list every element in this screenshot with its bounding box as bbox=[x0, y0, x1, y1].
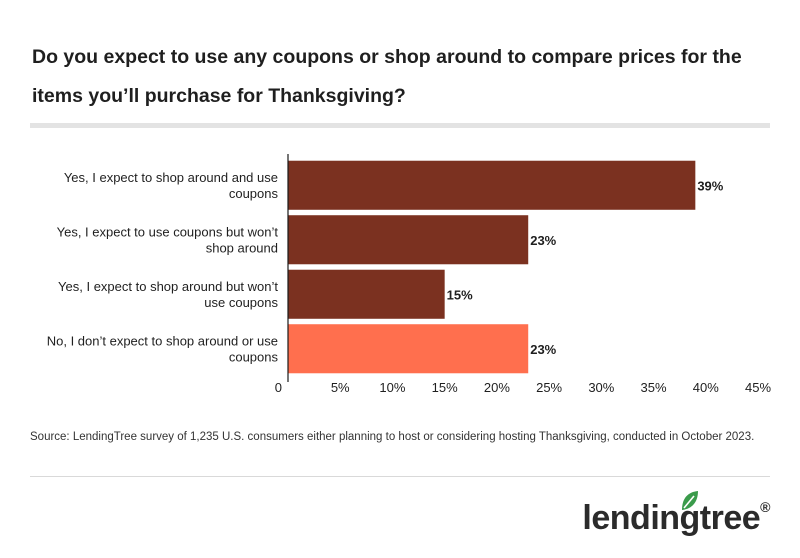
x-tick-30: 30% bbox=[588, 380, 614, 395]
value-label-2: 23% bbox=[530, 233, 556, 248]
bar-3 bbox=[288, 269, 445, 319]
lendingtree-logo: lendingtree® bbox=[570, 488, 770, 548]
x-tick-15: 15% bbox=[432, 380, 458, 395]
x-tick-10: 10% bbox=[379, 380, 405, 395]
leaf-icon bbox=[682, 491, 698, 510]
registered-mark: ® bbox=[760, 499, 770, 515]
x-tick-40: 40% bbox=[693, 380, 719, 395]
x-tick-20: 20% bbox=[484, 380, 510, 395]
source-note: Source: LendingTree survey of 1,235 U.S.… bbox=[30, 431, 755, 443]
category-label-1-line-2: coupons bbox=[229, 186, 279, 201]
bar-1 bbox=[288, 160, 696, 210]
x-tick-45: 45% bbox=[745, 380, 771, 395]
x-tick-35: 35% bbox=[641, 380, 667, 395]
value-label-3: 15% bbox=[447, 287, 473, 302]
category-label-2-line-1: Yes, I expect to use coupons but won’t bbox=[57, 224, 279, 239]
x-tick-25: 25% bbox=[536, 380, 562, 395]
bar-4 bbox=[288, 324, 529, 374]
logo-wordmark: lendingtree® bbox=[582, 499, 770, 538]
category-label-4-line-1: No, I don’t expect to shop around or use bbox=[47, 333, 278, 348]
footer-divider bbox=[30, 476, 770, 477]
category-label-3-line-2: use coupons bbox=[204, 295, 278, 310]
bar-chart: Yes, I expect to shop around and usecoup… bbox=[47, 154, 771, 395]
category-label-3-line-1: Yes, I expect to shop around but won’t bbox=[58, 279, 278, 294]
value-label-4: 23% bbox=[530, 342, 556, 357]
category-label-4-line-2: coupons bbox=[229, 349, 279, 364]
logo-text: lendingtree bbox=[582, 499, 761, 537]
value-label-1: 39% bbox=[697, 178, 723, 193]
category-label-1-line-1: Yes, I expect to shop around and use bbox=[64, 170, 278, 185]
category-label-2-line-2: shop around bbox=[206, 240, 278, 255]
chart-title: Do you expect to use any coupons or shop… bbox=[32, 46, 742, 107]
bar-2 bbox=[288, 215, 529, 265]
x-tick-0: 0 bbox=[275, 380, 282, 395]
title-divider bbox=[30, 123, 770, 128]
x-tick-5: 5% bbox=[331, 380, 350, 395]
